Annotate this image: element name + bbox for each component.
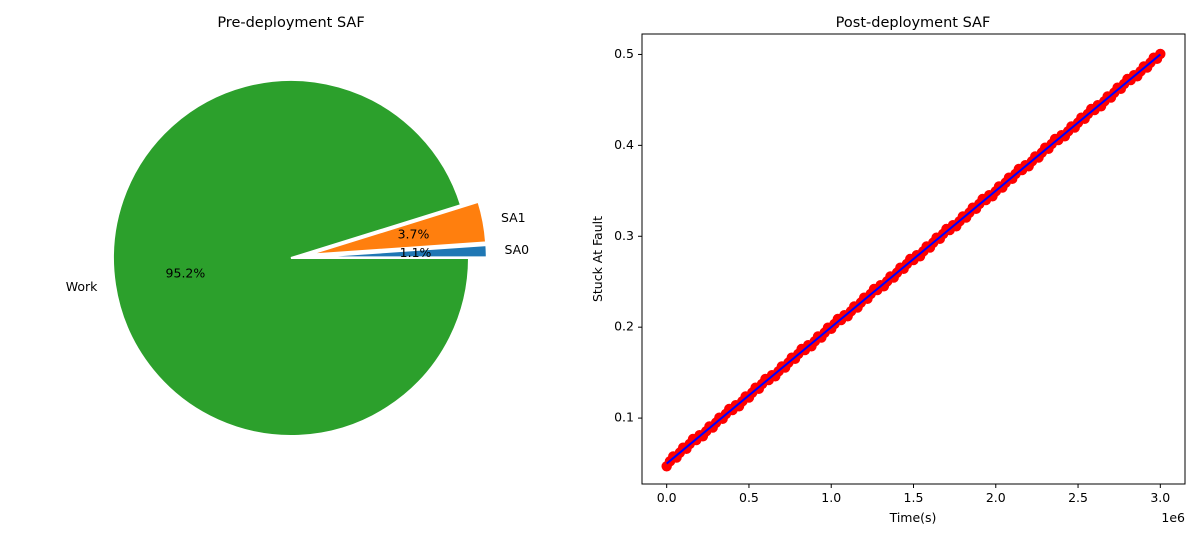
y-tick-label: 0.5 [614, 46, 634, 61]
pie-slice-sa1 [308, 200, 488, 256]
y-tick-label: 0.3 [614, 228, 634, 243]
x-tick-label: 2.0 [986, 490, 1006, 505]
x-tick-label: 3.0 [1150, 490, 1170, 505]
pie-chart-panel: Pre-deployment SAF SA0 1.1% SA1 3.7% Work 95.… [66, 15, 529, 437]
x-tick-label: 2.5 [1068, 490, 1088, 505]
pie-percent-sa0: 1.1% [400, 245, 432, 260]
x-axis-offset-label: 1e6 [1161, 510, 1185, 525]
y-tick-label: 0.2 [614, 319, 634, 334]
y-tick-label: 0.4 [614, 137, 634, 152]
pie-slice-sa0 [308, 244, 488, 259]
x-tick-label: 0.5 [739, 490, 759, 505]
x-tick-label: 0.0 [657, 490, 677, 505]
scatter-chart-title: Post-deployment SAF [836, 15, 991, 31]
pie-chart-title: Pre-deployment SAF [217, 15, 364, 31]
pie-percent-sa1: 3.7% [398, 227, 430, 242]
y-axis: 0.1 0.2 0.3 0.4 0.5 [614, 46, 642, 425]
x-axis: 0.0 0.5 1.0 1.5 2.0 2.5 3.0 [657, 484, 1170, 505]
pie-percent-work: 95.2% [166, 266, 206, 281]
pie-label-work: Work [66, 279, 98, 294]
x-tick-label: 1.0 [821, 490, 841, 505]
x-tick-label: 1.5 [904, 490, 924, 505]
y-axis-label: Stuck At Fault [590, 216, 605, 302]
fit-line [666, 53, 1161, 465]
pie-label-sa1: SA1 [501, 210, 526, 225]
x-axis-label: Time(s) [889, 510, 937, 525]
pie-label-sa0: SA0 [504, 242, 529, 257]
scatter-chart-panel: Post-deployment SAF 0.0 0.5 1.0 1.5 2.0 2.5 3.… [590, 15, 1186, 525]
y-tick-label: 0.1 [614, 410, 634, 425]
pie-slice-work [112, 79, 471, 437]
